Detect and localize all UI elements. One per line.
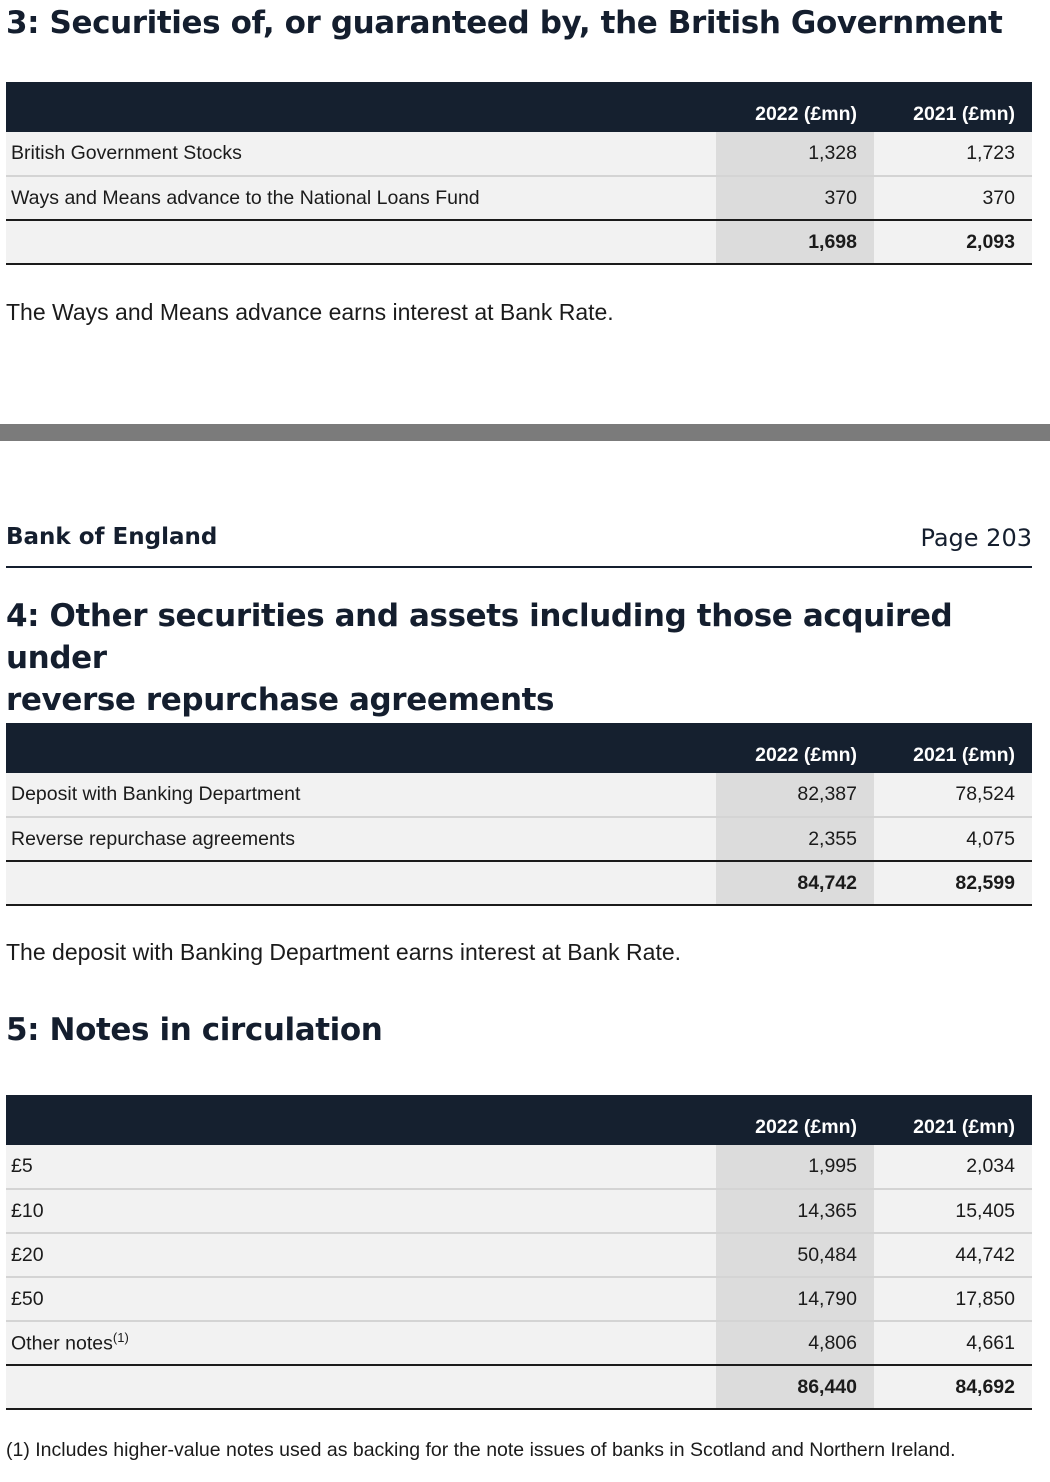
page-number: Page 203: [920, 524, 1032, 552]
total-row: 86,440 84,692: [6, 1365, 1032, 1410]
section-4-title-line-2: reverse repurchase agreements: [6, 682, 555, 718]
table-row: £10 14,365 15,405: [6, 1189, 1032, 1234]
section-4-title-line-1: 4: Other securities and assets including…: [6, 598, 953, 676]
column-header-label: [6, 1095, 716, 1145]
value-2021: 4,075: [874, 817, 1032, 862]
total-row: 1,698 2,093: [6, 220, 1032, 265]
section-3-title: 3: Securities of, or guaranteed by, the …: [6, 5, 1003, 41]
table-row: £20 50,484 44,742: [6, 1233, 1032, 1278]
value-2022: 14,790: [716, 1277, 874, 1322]
row-label: British Government Stocks: [6, 132, 716, 177]
footnote-reference: (1): [112, 1330, 129, 1346]
value-2021: 1,723: [874, 132, 1032, 177]
value-2022: 4,806: [716, 1321, 874, 1366]
section-5-title: 5: Notes in circulation: [6, 1012, 383, 1048]
value-2021: 44,742: [874, 1233, 1032, 1278]
total-label: [6, 861, 716, 906]
value-2022: 370: [716, 176, 874, 221]
row-label-text: Other notes: [11, 1332, 113, 1355]
total-label: [6, 220, 716, 265]
value-2021: 4,661: [874, 1321, 1032, 1366]
table-row: British Government Stocks 1,328 1,723: [6, 132, 1032, 177]
total-2022: 1,698: [716, 220, 874, 265]
row-label: £5: [6, 1145, 716, 1190]
column-header-2021: 2021 (£mn): [913, 744, 1015, 766]
column-header-2021: 2021 (£mn): [913, 103, 1015, 125]
row-label: Other notes(1): [6, 1321, 716, 1366]
row-label: Reverse repurchase agreements: [6, 817, 716, 862]
table-row: Reverse repurchase agreements 2,355 4,07…: [6, 817, 1032, 862]
section-4-note: The deposit with Banking Department earn…: [6, 939, 682, 965]
section-4-table: 2022 (£mn) 2021 (£mn) Deposit with Banki…: [6, 723, 1032, 906]
table-header-row: 2022 (£mn) 2021 (£mn): [6, 82, 1032, 132]
organisation-name: Bank of England: [6, 524, 218, 550]
value-2022: 2,355: [716, 817, 874, 862]
section-5-table: 2022 (£mn) 2021 (£mn) £5 1,995 2,034 £10…: [6, 1095, 1032, 1410]
total-2022: 86,440: [716, 1365, 874, 1410]
footnote: (1) Includes higher-value notes used as …: [6, 1439, 956, 1461]
value-2021: 17,850: [874, 1277, 1032, 1322]
column-header-2021: 2021 (£mn): [913, 1116, 1015, 1138]
table-header-row: 2022 (£mn) 2021 (£mn): [6, 723, 1032, 773]
value-2021: 2,034: [874, 1145, 1032, 1190]
value-2022: 50,484: [716, 1233, 874, 1278]
total-label: [6, 1365, 716, 1410]
column-header-2022: 2022 (£mn): [755, 744, 857, 766]
table-row: Deposit with Banking Department 82,387 7…: [6, 773, 1032, 818]
row-label: £50: [6, 1277, 716, 1322]
column-header-label: [6, 82, 716, 132]
column-header-2022: 2022 (£mn): [755, 1116, 857, 1138]
row-label: £20: [6, 1233, 716, 1278]
table-header-row: 2022 (£mn) 2021 (£mn): [6, 1095, 1032, 1145]
total-2022: 84,742: [716, 861, 874, 906]
value-2021: 15,405: [874, 1189, 1032, 1234]
section-3-table: 2022 (£mn) 2021 (£mn) British Government…: [6, 82, 1032, 265]
value-2022: 1,328: [716, 132, 874, 177]
total-2021: 2,093: [874, 220, 1032, 265]
table-row: Ways and Means advance to the National L…: [6, 176, 1032, 221]
value-2022: 1,995: [716, 1145, 874, 1190]
value-2021: 370: [874, 176, 1032, 221]
row-label: Deposit with Banking Department: [6, 773, 716, 818]
row-label: Ways and Means advance to the National L…: [6, 176, 716, 221]
section-3-note: The Ways and Means advance earns interes…: [6, 299, 614, 325]
column-header-label: [6, 723, 716, 773]
page-break-divider: [0, 424, 1050, 441]
row-label: £10: [6, 1189, 716, 1234]
section-4-title: 4: Other securities and assets including…: [6, 595, 1050, 721]
column-header-2022: 2022 (£mn): [755, 103, 857, 125]
value-2022: 82,387: [716, 773, 874, 818]
value-2022: 14,365: [716, 1189, 874, 1234]
total-row: 84,742 82,599: [6, 861, 1032, 906]
page-header: Bank of England Page 203: [6, 520, 1032, 568]
total-2021: 84,692: [874, 1365, 1032, 1410]
total-2021: 82,599: [874, 861, 1032, 906]
table-row: £50 14,790 17,850: [6, 1277, 1032, 1322]
table-row: £5 1,995 2,034: [6, 1145, 1032, 1190]
table-row: Other notes(1) 4,806 4,661: [6, 1321, 1032, 1366]
value-2021: 78,524: [874, 773, 1032, 818]
